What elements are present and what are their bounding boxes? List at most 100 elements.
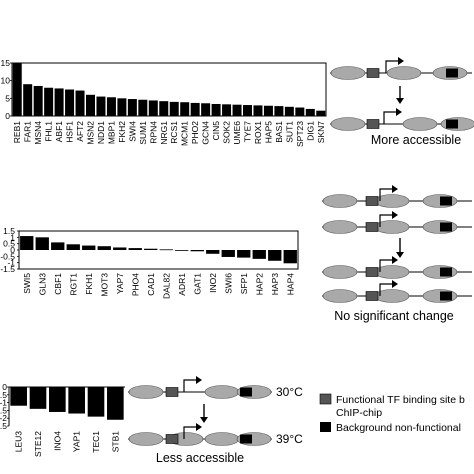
y-tick-label: 1.5	[3, 226, 15, 236]
nucleosome	[330, 117, 366, 131]
y-tick-label: 0	[5, 111, 10, 121]
background-site	[440, 196, 452, 206]
bar-stb1	[107, 387, 124, 420]
x-tick-label: RGT1	[68, 273, 78, 296]
background-site	[440, 222, 452, 232]
bar-nrg1	[159, 101, 169, 116]
tss-arrow	[379, 259, 394, 272]
bar-hap4	[283, 250, 297, 264]
x-tick-label: INO4	[52, 431, 62, 451]
transition-arrowhead	[396, 98, 404, 104]
temperature-39-label: 39°C	[276, 432, 303, 446]
bar-mcm1	[180, 102, 190, 116]
x-tick-label: SFP1	[239, 273, 249, 295]
y-tick-label: 10	[1, 76, 11, 86]
chart-2: 1.510.50-0.5-1-1.5 SWI5 GLN3 CBF1 RGT1 FKH1 MO…	[0, 226, 299, 299]
bar-swi6	[221, 250, 235, 257]
x-tick-label: FKH1	[84, 273, 94, 295]
bar-abf1	[54, 88, 64, 116]
legend-functional-label-2: ChIP-chip	[336, 407, 382, 419]
nucleosome	[204, 385, 240, 399]
diagram-more-accessible	[330, 57, 474, 131]
x-tick-label: CIN5	[211, 121, 221, 141]
diagram-less-accessible	[128, 376, 272, 446]
bar-ino2	[206, 250, 220, 254]
x-tick-label: ADR1	[177, 273, 187, 296]
bar-dig1	[305, 108, 315, 116]
x-tick-label: UME6	[232, 121, 242, 145]
functional-site	[365, 291, 379, 301]
x-tick-label: TEC1	[91, 431, 101, 453]
bar-cin5	[211, 103, 221, 116]
bar-bas1	[274, 106, 284, 116]
tss-arrowhead	[398, 57, 404, 65]
functional-site	[366, 119, 380, 129]
x-tick-label: RCS1	[169, 121, 179, 144]
tss-arrow	[385, 60, 400, 73]
nucleosome	[128, 385, 164, 399]
bar-msn4	[33, 85, 43, 116]
legend-swatch-background	[320, 422, 331, 432]
x-tick-label: FHL1	[44, 121, 54, 142]
x-tick-label: SPT23	[295, 121, 305, 147]
y-tick-label: 0	[10, 245, 15, 255]
tss-arrowhead	[392, 280, 398, 288]
bar-swi4	[127, 99, 137, 116]
bar-sum1	[138, 99, 148, 116]
x-tick-label: MCM1	[180, 121, 190, 146]
bar-ndd1	[96, 96, 106, 116]
bar-gcn4	[201, 103, 211, 116]
bar-rcs1	[169, 101, 179, 116]
y-tick-label: -0.5	[0, 390, 7, 400]
tss-arrow	[379, 283, 394, 296]
x-tick-label: TYE7	[243, 121, 253, 143]
y-tick-label: 15	[1, 58, 11, 68]
temperature-30-label: 30°C	[276, 385, 303, 399]
tss-arrowhead	[196, 376, 202, 384]
bar-gln3	[35, 237, 49, 250]
diagrams-layer	[128, 57, 474, 446]
bar-gat1	[190, 250, 204, 252]
background-site	[440, 291, 452, 301]
functional-site	[365, 222, 379, 232]
caption-more-accessible: More accessible	[371, 133, 461, 147]
y-tick-label: -1.5	[0, 264, 15, 274]
x-tick-label: SWI4	[127, 121, 137, 142]
x-tick-label: GAT1	[192, 273, 202, 295]
x-tick-label: ROX1	[253, 121, 263, 144]
x-tick-label: STE12	[33, 431, 43, 457]
bar-fkh1	[82, 245, 96, 250]
bar-rgt1	[66, 244, 80, 250]
x-tick-label: YAP1	[72, 431, 82, 452]
bar-far1	[23, 84, 33, 116]
tss-arrow	[183, 379, 198, 392]
x-tick-label: REB1	[12, 121, 22, 143]
tss-arrow	[383, 111, 398, 124]
x-tick-label: BAS1	[274, 121, 284, 143]
x-tick-label: SOK2	[222, 121, 232, 144]
x-tick-label: SUT1	[284, 121, 294, 143]
bar-yap7	[113, 247, 127, 250]
y-tick-label: 0.5	[3, 239, 15, 249]
bar-fkh2	[117, 98, 127, 116]
background-site	[446, 68, 458, 78]
bar-rox1	[253, 105, 263, 116]
legend-functional-label: Functional TF binding site b	[336, 394, 465, 406]
x-tick-label: GLN3	[37, 273, 47, 295]
bar-sok2	[222, 104, 232, 116]
bar-dal82	[159, 249, 173, 251]
bar-hap3	[268, 250, 282, 261]
x-tick-label: RPN4	[148, 121, 158, 144]
x-tick-label: SKN7	[316, 121, 326, 143]
y-tick-label: -1	[7, 258, 15, 268]
diagram-no-significant-change	[322, 185, 472, 303]
bar-skn7	[316, 110, 326, 116]
bar-adr1	[175, 250, 189, 251]
bar-cbf1	[51, 242, 65, 250]
bar-msn2	[85, 94, 96, 116]
y-tick-label: -2.5	[0, 421, 7, 431]
x-tick-label: PHO2	[190, 121, 200, 144]
